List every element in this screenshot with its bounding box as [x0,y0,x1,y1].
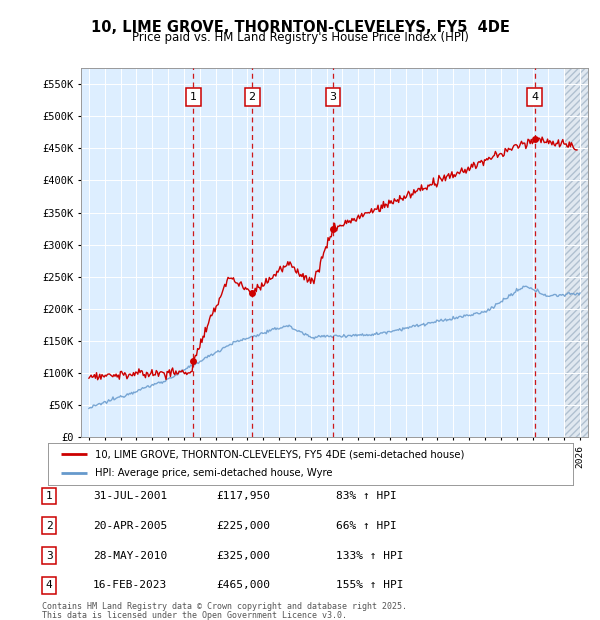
Text: 3: 3 [329,92,337,102]
Text: 83% ↑ HPI: 83% ↑ HPI [336,491,397,501]
Text: Contains HM Land Registry data © Crown copyright and database right 2025.: Contains HM Land Registry data © Crown c… [42,602,407,611]
Text: £325,000: £325,000 [216,551,270,560]
Text: £465,000: £465,000 [216,580,270,590]
Text: HPI: Average price, semi-detached house, Wyre: HPI: Average price, semi-detached house,… [95,468,333,478]
Text: 4: 4 [531,92,538,102]
Text: 10, LIME GROVE, THORNTON-CLEVELEYS, FY5  4DE: 10, LIME GROVE, THORNTON-CLEVELEYS, FY5 … [91,20,509,35]
Bar [564,68,588,437]
Text: 2: 2 [46,521,53,531]
Text: Price paid vs. HM Land Registry's House Price Index (HPI): Price paid vs. HM Land Registry's House … [131,31,469,44]
Text: £117,950: £117,950 [216,491,270,501]
Text: 133% ↑ HPI: 133% ↑ HPI [336,551,404,560]
Text: 155% ↑ HPI: 155% ↑ HPI [336,580,404,590]
Text: 20-APR-2005: 20-APR-2005 [93,521,167,531]
Text: 1: 1 [46,491,53,501]
Text: 10, LIME GROVE, THORNTON-CLEVELEYS, FY5 4DE (semi-detached house): 10, LIME GROVE, THORNTON-CLEVELEYS, FY5 … [95,450,464,459]
Text: 31-JUL-2001: 31-JUL-2001 [93,491,167,501]
Bar [564,68,588,437]
Text: 66% ↑ HPI: 66% ↑ HPI [336,521,397,531]
Text: 16-FEB-2023: 16-FEB-2023 [93,580,167,590]
Text: 28-MAY-2010: 28-MAY-2010 [93,551,167,560]
Text: £225,000: £225,000 [216,521,270,531]
Text: 4: 4 [46,580,53,590]
Text: 2: 2 [248,92,256,102]
Text: 1: 1 [190,92,197,102]
Text: 3: 3 [46,551,53,560]
Text: This data is licensed under the Open Government Licence v3.0.: This data is licensed under the Open Gov… [42,611,347,619]
